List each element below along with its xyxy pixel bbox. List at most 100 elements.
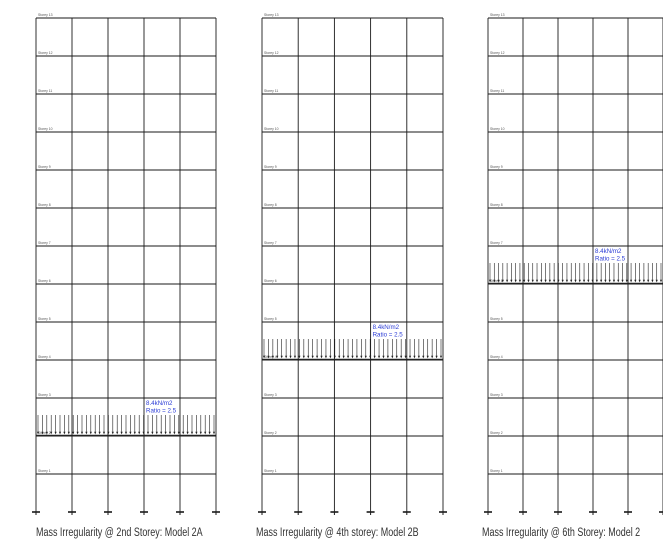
load-annotation: 8.4kN/m2 [146, 400, 173, 407]
fixed-support-icon [104, 511, 112, 515]
storey-label: Storey 3 [38, 393, 51, 397]
down-arrow-icon [404, 339, 407, 359]
down-arrow-icon [307, 339, 310, 359]
down-arrow-icon [413, 339, 416, 359]
down-arrow-icon [320, 339, 323, 359]
down-arrow-icon [271, 339, 274, 359]
down-arrow-icon [561, 263, 564, 283]
fixed-support-icon [484, 511, 492, 515]
fixed-support-icon [258, 511, 266, 515]
fixed-support-icon [176, 511, 184, 515]
storey-label: Storey 8 [490, 203, 503, 207]
down-arrow-icon [338, 339, 341, 359]
down-arrow-icon [80, 415, 84, 435]
down-arrow-icon [302, 339, 305, 359]
storey-label: Storey 11 [38, 89, 52, 93]
down-arrow-icon [655, 263, 658, 283]
storey-label: Storey 9 [490, 165, 503, 169]
down-arrow-icon [574, 263, 577, 283]
down-arrow-icon [280, 339, 283, 359]
down-arrow-icon [85, 415, 88, 435]
fixed-support-icon [330, 511, 339, 515]
down-arrow-icon [298, 339, 301, 359]
storey-label: Storey 7 [264, 241, 277, 245]
down-arrow-icon [177, 415, 180, 435]
storey-label: Storey 6 [38, 279, 51, 283]
frame-model-2c: Storey 1 Storey 2 Storey 3 Storey 4 Storey 5… [484, 13, 663, 515]
storey-label: Storey 12 [38, 51, 53, 55]
down-arrow-icon [506, 263, 509, 283]
down-arrow-icon [120, 415, 123, 435]
storey-label: Storey 3 [490, 393, 503, 397]
fixed-support-icon [32, 511, 40, 515]
down-arrow-icon [342, 339, 345, 359]
storey-label: Storey 4 [264, 355, 277, 359]
down-arrow-icon [501, 263, 504, 283]
down-arrow-icon [116, 415, 119, 435]
down-arrow-icon [364, 339, 367, 359]
down-arrow-icon [422, 339, 425, 359]
fixed-support-icon [366, 511, 375, 515]
storey-label: Storey 5 [490, 317, 503, 321]
fixed-support-icon [439, 511, 447, 515]
distributed-load [488, 263, 663, 285]
down-arrow-icon [199, 415, 202, 435]
fixed-support-icon [212, 511, 220, 515]
down-arrow-icon [195, 415, 198, 435]
down-arrow-icon [386, 339, 389, 359]
storey-label: Storey 7 [490, 241, 503, 245]
down-arrow-icon [535, 263, 539, 283]
down-arrow-icon [316, 339, 319, 359]
down-arrow-icon [621, 263, 624, 283]
storey-label: Storey 1 [490, 469, 503, 473]
down-arrow-icon [557, 263, 560, 283]
fixed-support-icon [402, 511, 411, 515]
fixed-support-icon [554, 511, 562, 515]
down-arrow-icon [124, 415, 128, 435]
down-arrow-icon [311, 339, 314, 359]
distributed-load [262, 339, 443, 361]
down-arrow-icon [36, 415, 40, 435]
storey-label: Storey 11 [490, 89, 504, 93]
down-arrow-icon [50, 415, 53, 435]
down-arrow-icon [612, 263, 616, 283]
down-arrow-icon [346, 339, 350, 359]
down-arrow-icon [164, 415, 167, 435]
down-arrow-icon [267, 339, 270, 359]
storey-label: Storey 7 [38, 241, 51, 245]
down-arrow-icon [107, 415, 110, 435]
storey-label: Storey 10 [264, 127, 279, 131]
down-arrow-icon [89, 415, 92, 435]
down-arrow-icon [604, 263, 607, 283]
down-arrow-icon [651, 263, 654, 283]
down-arrow-icon [540, 263, 543, 283]
down-arrow-icon [625, 263, 628, 283]
down-arrow-icon [98, 415, 101, 435]
down-arrow-icon [629, 263, 633, 283]
down-arrow-icon [659, 263, 663, 283]
down-arrow-icon [439, 339, 443, 359]
down-arrow-icon [391, 339, 394, 359]
down-arrow-icon [488, 263, 492, 283]
down-arrow-icon [417, 339, 420, 359]
down-arrow-icon [155, 415, 158, 435]
storey-label: Storey 10 [38, 127, 53, 131]
down-arrow-icon [595, 263, 598, 283]
frame-model-2b: Storey 1 Storey 2 Storey 3 Storey 4 Storey 5… [258, 13, 447, 515]
caption-model-2a: Mass Irregularity @ 2nd Storey: Model 2A [36, 527, 203, 539]
down-arrow-icon [497, 263, 500, 283]
fixed-support-icon [589, 511, 597, 515]
down-arrow-icon [617, 263, 620, 283]
fixed-support-icon [68, 511, 76, 515]
down-arrow-icon [608, 263, 611, 283]
down-arrow-icon [523, 263, 526, 283]
distributed-load [36, 415, 216, 437]
down-arrow-icon [204, 415, 207, 435]
down-arrow-icon [565, 263, 569, 283]
down-arrow-icon [173, 415, 176, 435]
down-arrow-icon [638, 263, 641, 283]
down-arrow-icon [395, 339, 398, 359]
storey-label: Storey 8 [264, 203, 277, 207]
